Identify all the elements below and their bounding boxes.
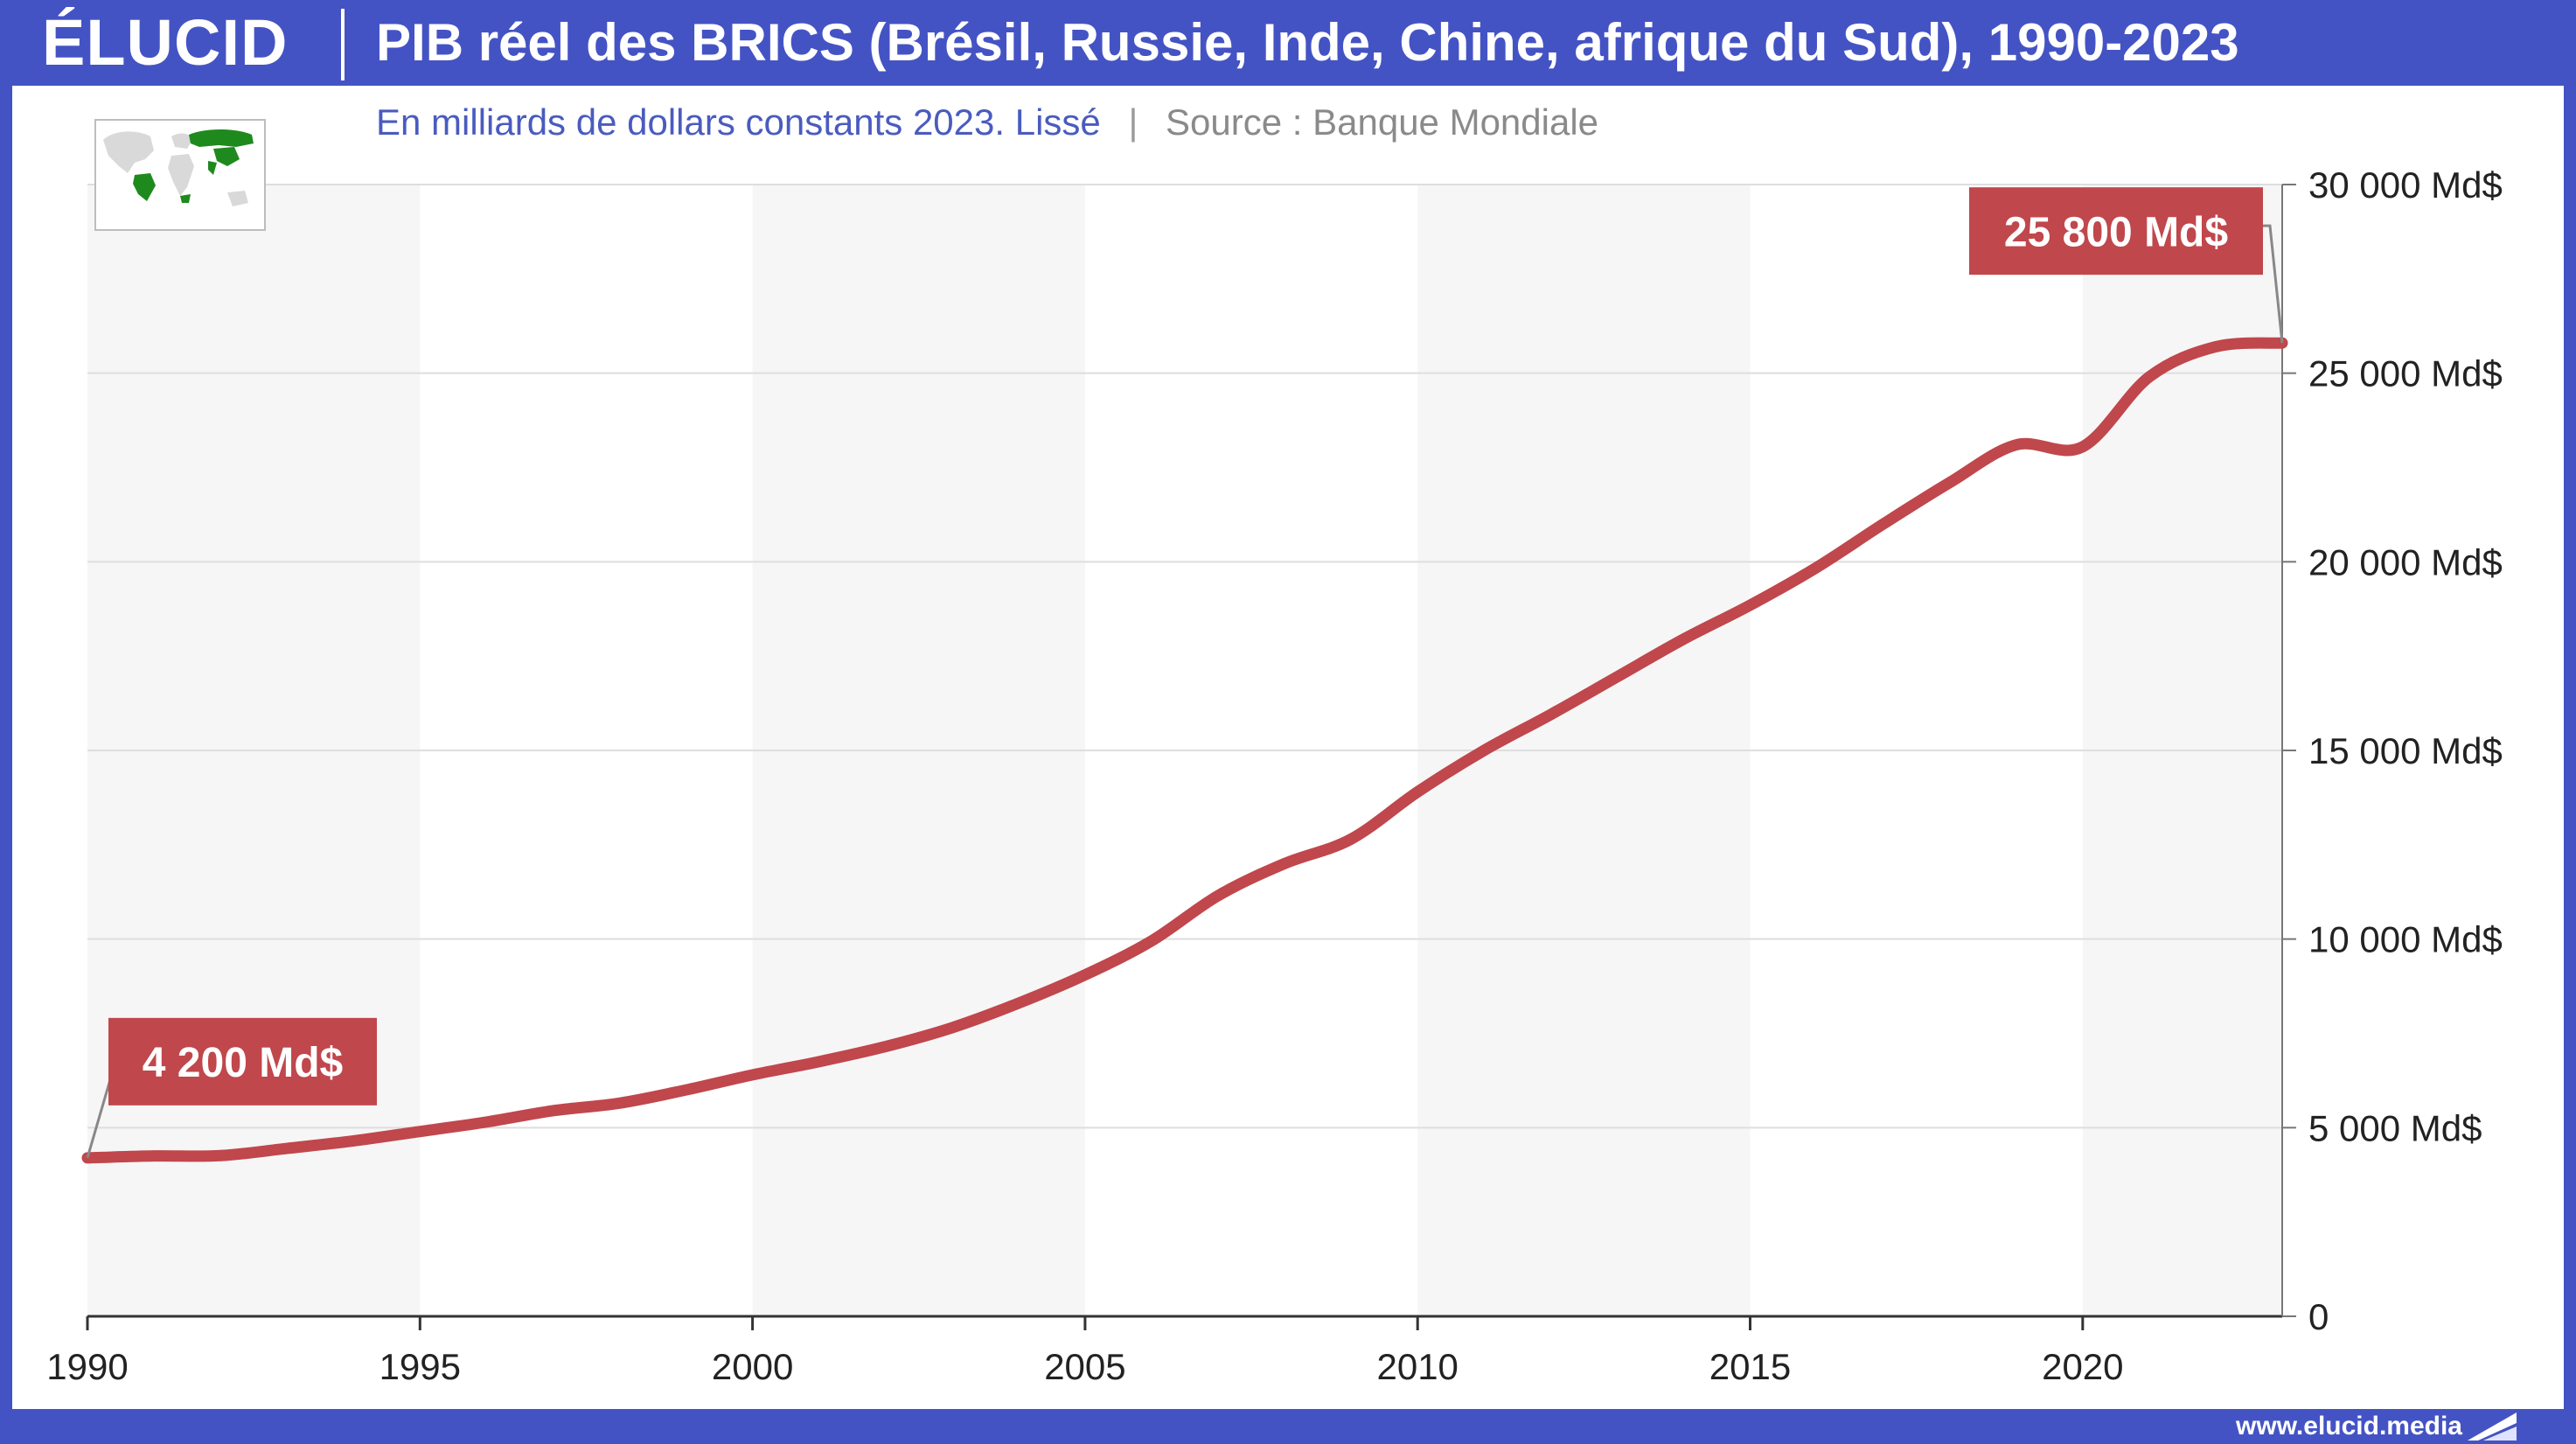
x-tick-label: 2010 xyxy=(1376,1346,1458,1387)
y-tick-label: 20 000 Md$ xyxy=(2308,541,2503,582)
elucid-mark-icon xyxy=(2468,1413,2517,1441)
world-map-icon xyxy=(94,119,266,231)
line-chart: 0 5 000 Md$ 10 000 Md$ 15 000 Md$ 20 000 Md$… xyxy=(46,164,2503,1387)
x-tick-label: 2015 xyxy=(1709,1346,1791,1387)
y-tick-label: 10 000 Md$ xyxy=(2308,919,2503,960)
map-brics-countries xyxy=(133,129,254,203)
chart-card: En milliards de dollars constants 2023. … xyxy=(12,86,2564,1409)
source-text: Source : Banque Mondiale xyxy=(1166,101,1599,143)
chart-subtitle: En milliards de dollars constants 2023. … xyxy=(376,98,1598,147)
y-tick-label: 0 xyxy=(2308,1296,2329,1337)
elucid-logo[interactable]: ÉLUCID xyxy=(42,6,289,79)
y-tick-label: 25 000 Md$ xyxy=(2308,353,2503,394)
footer-bar: www.elucid.media xyxy=(0,1409,2576,1444)
gridlines xyxy=(87,184,2282,1129)
map-continents xyxy=(103,131,248,206)
axes: 0 5 000 Md$ 10 000 Md$ 15 000 Md$ 20 000 Md$… xyxy=(46,164,2503,1387)
annotation-start: 4 200 Md$ xyxy=(86,1017,377,1159)
annotations-layer: 4 200 Md$ 25 800 Md$ xyxy=(86,187,2284,1159)
y-tick-label: 15 000 Md$ xyxy=(2308,730,2503,771)
annotation-box xyxy=(108,1017,377,1106)
header-bar: ÉLUCID PIB réel des BRICS (Brésil, Russi… xyxy=(0,0,2576,86)
annotation-label: 25 800 Md$ xyxy=(2004,209,2228,255)
annotation-label: 4 200 Md$ xyxy=(143,1040,344,1086)
annotation-leader-line xyxy=(2263,224,2284,344)
x-tick-label: 2000 xyxy=(712,1346,793,1387)
x-tick-label: 1995 xyxy=(379,1346,461,1387)
subtitle-separator: | xyxy=(1128,101,1138,143)
gdp-series-line xyxy=(81,337,2288,1164)
x-tick-label: 2020 xyxy=(2042,1346,2123,1387)
annotation-end: 25 800 Md$ xyxy=(1969,187,2284,344)
series-layer xyxy=(81,337,2288,1164)
subtitle-text: En milliards de dollars constants 2023. … xyxy=(376,101,1101,143)
y-tick-label: 5 000 Md$ xyxy=(2308,1107,2482,1148)
header-divider xyxy=(341,9,345,80)
annotation-box xyxy=(1969,187,2263,276)
footer-website-link[interactable]: www.elucid.media xyxy=(2236,1412,2462,1441)
y-tick-label: 30 000 Md$ xyxy=(2308,164,2503,206)
chart-title: PIB réel des BRICS (Brésil, Russie, Inde… xyxy=(376,13,2239,72)
x-tick-label: 1990 xyxy=(46,1346,128,1387)
x-tick-label: 2005 xyxy=(1044,1346,1125,1387)
